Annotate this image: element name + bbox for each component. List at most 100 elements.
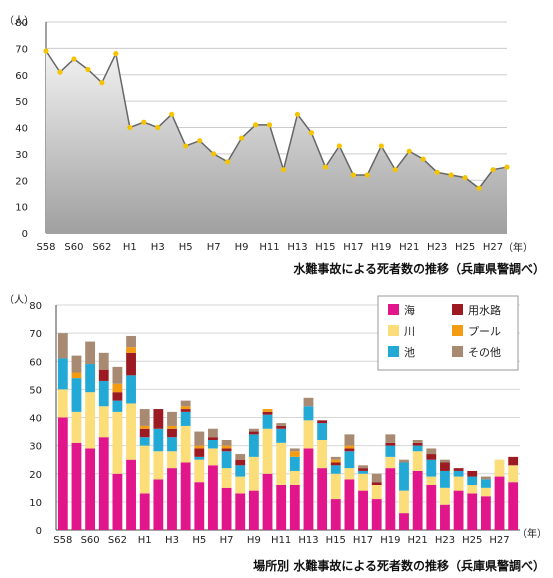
bar-x-tick-label: H25 <box>462 535 482 546</box>
bar-segment-海 <box>180 462 191 530</box>
bar-x-tick-label: H27 <box>489 535 509 546</box>
bar-segment-プール <box>262 409 273 412</box>
bar-segment-用水路 <box>385 442 396 446</box>
area-data-point <box>294 111 301 117</box>
legend-label: 池 <box>404 346 415 359</box>
bar-segment-プール <box>344 445 355 449</box>
bar-segment-海 <box>57 417 68 530</box>
area-data-point <box>211 151 217 157</box>
area-y-tick-label: 60 <box>15 71 28 82</box>
bar-segment-海 <box>399 513 409 530</box>
bar-segment-川 <box>371 485 382 500</box>
bar-segment-川 <box>317 440 328 469</box>
area-y-tick-label: 40 <box>15 124 28 135</box>
bar-segment-その他 <box>276 423 287 426</box>
area-chart-x-ticks: S58 S60 S62 H1 H3 H5 H7 H9 H11 H13 H15 H17 H19 H21 H23… <box>36 242 503 253</box>
bar-segment-川 <box>57 389 68 418</box>
area-x-tick-label: H1 <box>123 242 137 253</box>
area-y-tick-label: 80 <box>15 18 28 29</box>
bar-x-tick-label: H3 <box>165 535 179 546</box>
bar-y-tick-label: 30 <box>29 442 42 453</box>
bar-segment-その他 <box>57 333 68 359</box>
area-data-point <box>476 185 482 191</box>
legend-swatch <box>388 346 399 357</box>
area-data-point <box>85 66 91 73</box>
bar-segment-用水路 <box>426 454 437 460</box>
bar-chart-y-ticks: 0 10 20 30 40 50 60 70 80 <box>29 301 42 537</box>
bar-segment-池 <box>153 428 164 452</box>
bar-segment-川 <box>153 451 164 480</box>
legend-swatch <box>388 325 399 336</box>
bar-segment-用水路 <box>330 462 341 466</box>
bar-chart-x-ticks: S58 S60 S62 H1 H3 H5 H7 H9 H11 H13 H15 H17 H19 H21 H23… <box>53 535 509 546</box>
bar-segment-用水路 <box>112 392 123 401</box>
bar-segment-海 <box>480 496 491 530</box>
bar-segment-その他 <box>399 459 409 463</box>
bar-segment-その他 <box>126 335 136 348</box>
bar-segment-川 <box>303 420 314 449</box>
area-y-tick-label: 30 <box>15 150 28 161</box>
area-x-tick-label: H23 <box>427 242 447 253</box>
bar-segment-海 <box>358 490 368 530</box>
bar-segment-川 <box>426 476 437 485</box>
area-x-tick-label: H5 <box>179 242 193 253</box>
bar-segment-川 <box>289 470 300 485</box>
bar-segment-池 <box>303 406 314 421</box>
bar-segment-用水路 <box>235 459 246 466</box>
bar-segment-用水路 <box>139 428 150 438</box>
bar-segment-その他 <box>440 459 450 463</box>
area-chart-plot <box>43 48 510 234</box>
area-data-point <box>183 143 189 149</box>
bar-segment-用水路 <box>98 369 109 381</box>
bar-x-tick-label: H11 <box>271 535 291 546</box>
bar-segment-その他 <box>344 434 355 446</box>
legend-swatch <box>452 346 463 357</box>
bar-segment-海 <box>71 442 82 530</box>
legend-swatch <box>452 304 463 315</box>
bar-y-tick-label: 80 <box>29 301 42 312</box>
bar-segment-川 <box>494 459 505 477</box>
bar-segment-池 <box>221 451 232 469</box>
bar-segment-その他 <box>71 355 82 373</box>
area-x-tick-label: S62 <box>92 242 111 253</box>
bar-segment-川 <box>480 487 491 497</box>
legend-label: プール <box>468 325 501 338</box>
bar-segment-その他 <box>98 352 109 370</box>
area-y-tick-label: 70 <box>15 44 28 55</box>
bar-segment-プール <box>194 445 205 449</box>
bar-chart-xunit: （年） <box>517 527 547 540</box>
bar-segment-その他 <box>426 448 437 455</box>
area-fill <box>46 51 507 234</box>
bar-segment-海 <box>453 490 464 530</box>
bar-segment-池 <box>467 476 478 485</box>
area-data-point <box>308 130 315 136</box>
bar-segment-海 <box>139 493 150 530</box>
bar-segment-池 <box>399 462 409 491</box>
bar-segment-その他 <box>480 476 491 480</box>
area-x-tick-label: H25 <box>455 242 475 253</box>
area-data-point <box>113 51 119 57</box>
area-data-point <box>43 48 49 54</box>
bar-segment-海 <box>371 499 382 530</box>
bar-x-tick-label: H15 <box>326 535 346 546</box>
bar-segment-その他 <box>289 448 300 452</box>
bar-segment-池 <box>262 414 273 429</box>
bar-segment-プール <box>139 425 150 429</box>
bar-segment-海 <box>153 479 164 530</box>
bar-x-tick-label: H9 <box>247 535 261 546</box>
area-x-tick-label: H17 <box>343 242 363 253</box>
area-x-tick-label: H21 <box>399 242 419 253</box>
bar-segment-海 <box>508 482 519 530</box>
bar-segment-池 <box>426 459 437 477</box>
area-data-point <box>57 69 63 75</box>
bar-segment-用水路 <box>344 448 355 452</box>
bar-segment-池 <box>453 470 464 477</box>
bar-segment-池 <box>167 437 177 452</box>
bar-y-tick-label: 20 <box>29 470 42 481</box>
bar-segment-海 <box>248 490 259 530</box>
bar-segment-海 <box>221 487 232 530</box>
legend-swatch <box>388 304 399 315</box>
bar-segment-川 <box>194 459 205 483</box>
bar-segment-海 <box>235 493 246 530</box>
